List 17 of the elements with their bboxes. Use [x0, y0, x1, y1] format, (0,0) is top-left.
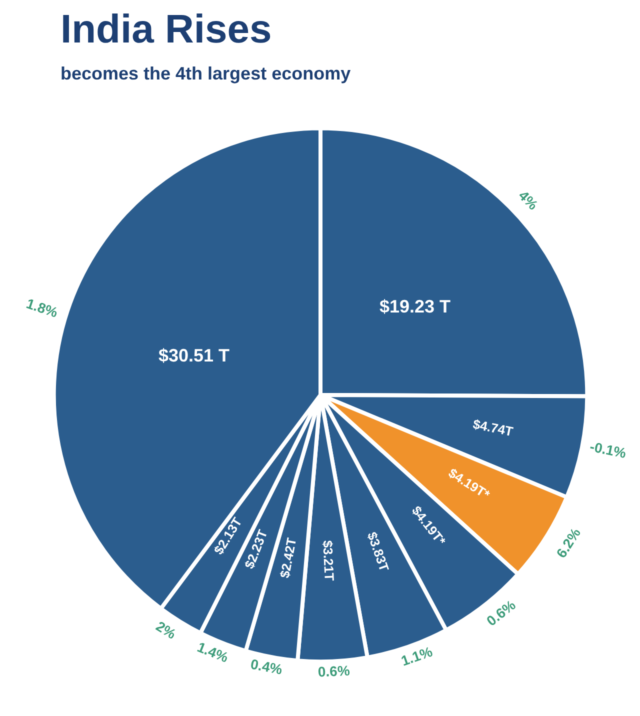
text: 4% — [516, 187, 542, 214]
text: 1.4% — [195, 638, 232, 666]
text: -0.1% — [588, 438, 628, 462]
data-label: $2.23T — [242, 528, 270, 571]
text: 0.4% — [249, 656, 284, 678]
data-label: $19.23 T — [379, 296, 451, 316]
text: 1.8% — [24, 295, 60, 321]
data-label: $30.51 T — [158, 345, 230, 366]
data-label: $2.42T — [276, 536, 300, 580]
data-label: $4.74T — [472, 416, 514, 440]
chart-title: India Rises — [60, 8, 272, 52]
text: 2% — [153, 618, 180, 642]
chart-subtitle: becomes the 4th largest economy — [60, 64, 351, 84]
text: 0.6% — [318, 662, 351, 680]
data-label: $3.83T — [364, 530, 392, 574]
data-label: $3.21T — [320, 540, 337, 582]
text: 1.1% — [398, 643, 435, 669]
